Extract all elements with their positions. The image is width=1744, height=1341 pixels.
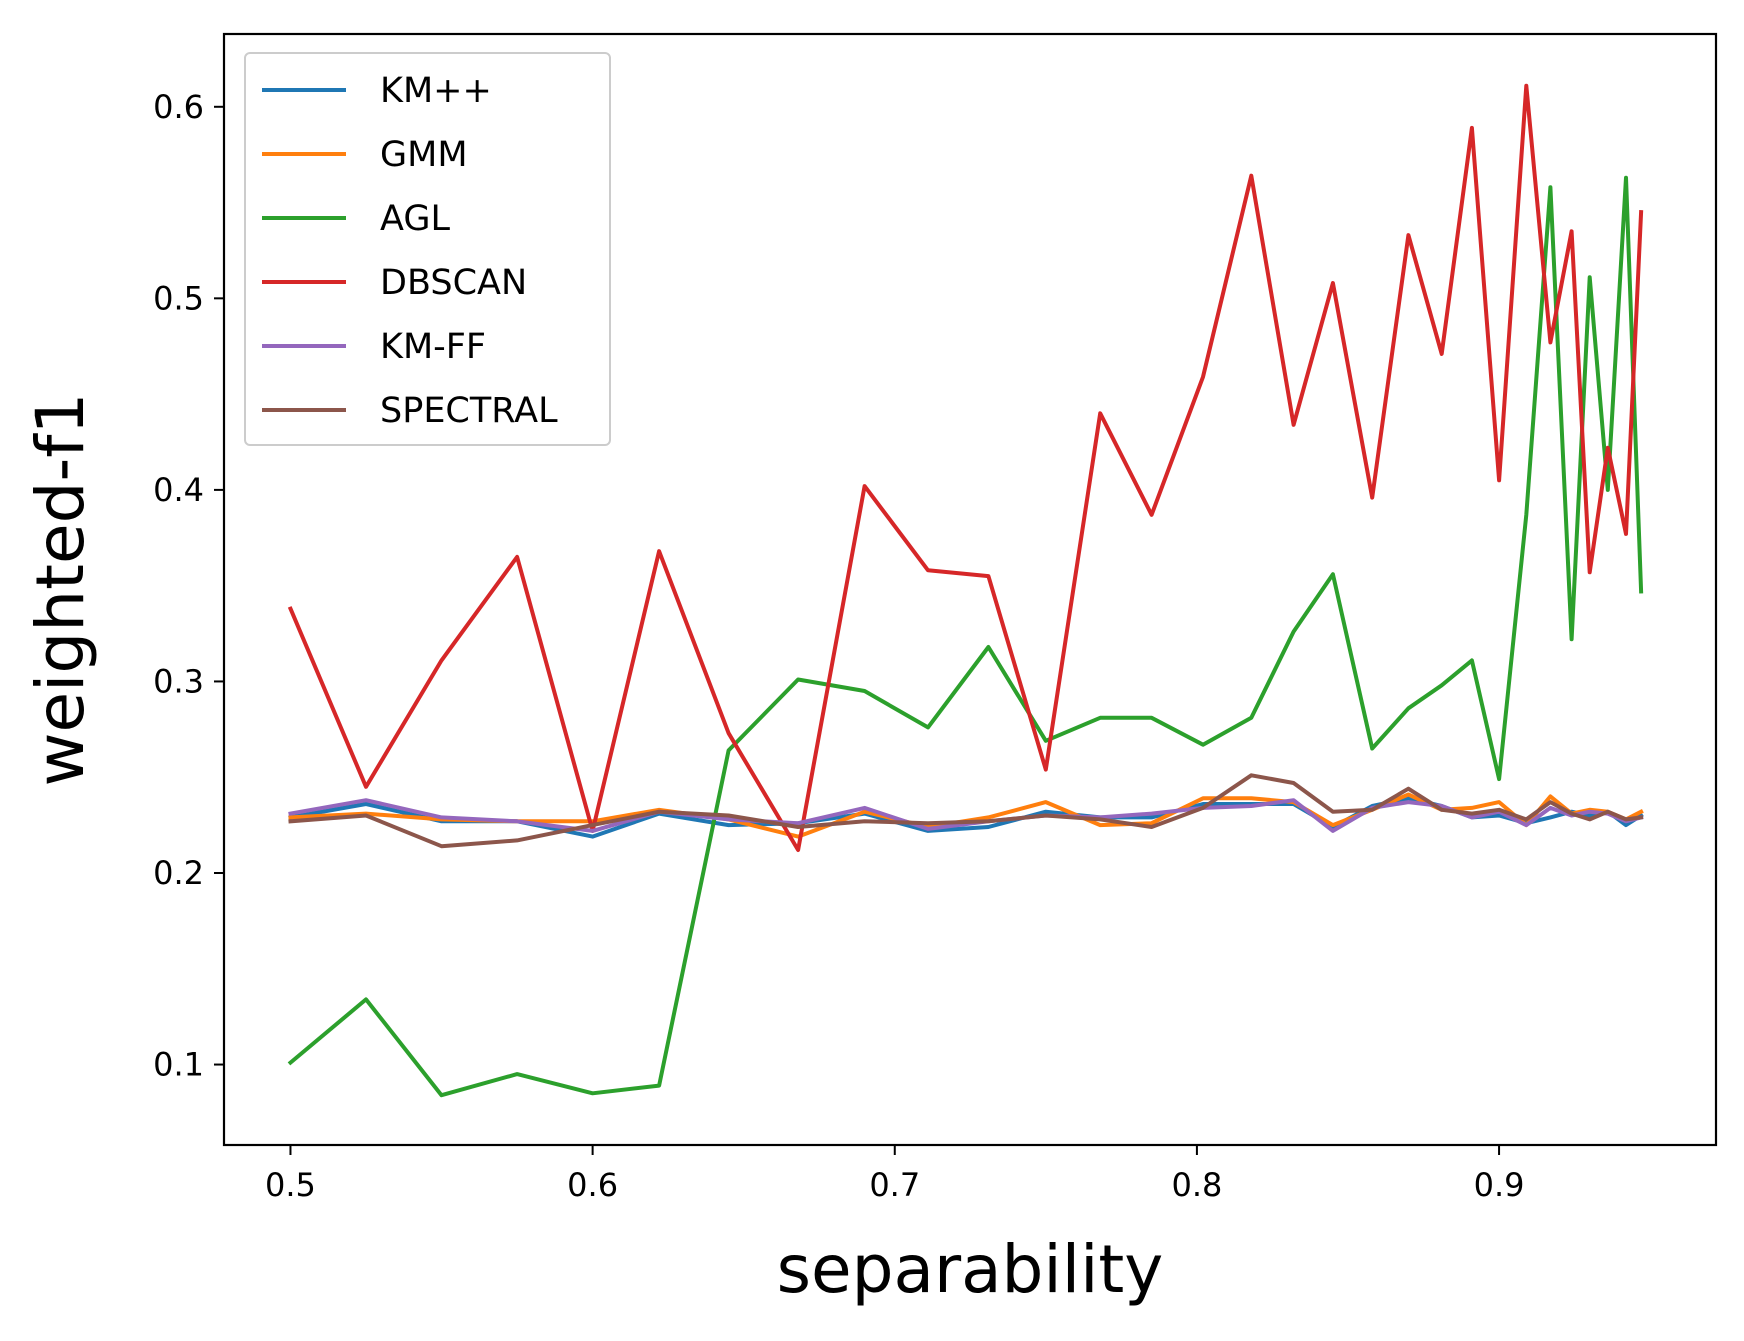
y-tick-label: 0.5 xyxy=(153,279,204,317)
legend: KM++ GMM AGL DBSCAN KM-FF SPECTRAL xyxy=(244,52,611,446)
legend-label: DBSCAN xyxy=(380,263,527,303)
series-line-agl xyxy=(287,175,1644,1098)
legend-box xyxy=(244,52,611,446)
x-tick-label: 0.6 xyxy=(567,1166,618,1204)
y-tick-label: 0.4 xyxy=(153,471,204,509)
y-tick-label: 0.3 xyxy=(153,662,204,700)
x-tick-label: 0.9 xyxy=(1474,1166,1525,1204)
x-axis-label: separability xyxy=(777,1231,1164,1308)
legend-label: GMM xyxy=(380,135,468,175)
series-line-dbscan xyxy=(287,83,1644,852)
y-axis-label: weighted-f1 xyxy=(22,392,99,786)
legend-label: KM++ xyxy=(380,71,492,111)
y-tick-label: 0.2 xyxy=(153,854,204,892)
legend-label: AGL xyxy=(380,199,450,239)
series-layer xyxy=(287,83,1644,1098)
y-tick-label: 0.1 xyxy=(153,1046,204,1084)
x-axis-ticks: 0.5 0.6 0.7 0.8 0.9 xyxy=(265,1145,1525,1204)
series-line-gmm xyxy=(288,792,1644,839)
y-axis-ticks: 0.1 0.2 0.3 0.4 0.5 0.6 xyxy=(153,88,224,1084)
plot-area-frame xyxy=(222,32,1718,1147)
x-tick-label: 0.5 xyxy=(265,1166,316,1204)
series-line-km-plus-plus xyxy=(288,796,1644,839)
y-tick-label: 0.6 xyxy=(153,88,204,126)
legend-label: KM-FF xyxy=(380,327,486,367)
x-tick-label: 0.8 xyxy=(1171,1166,1222,1204)
series-line-spectral xyxy=(288,773,1644,849)
legend-label: SPECTRAL xyxy=(380,391,558,431)
x-tick-label: 0.7 xyxy=(869,1166,920,1204)
